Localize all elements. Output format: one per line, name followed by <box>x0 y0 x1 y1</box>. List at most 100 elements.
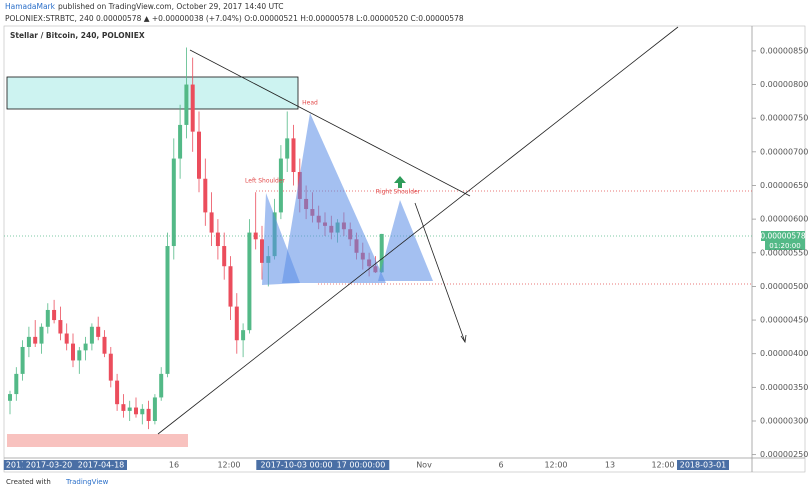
candle-body <box>8 394 12 401</box>
candle-body <box>285 138 290 159</box>
candle-body <box>64 333 69 344</box>
candle-body <box>228 266 233 307</box>
candle-body <box>58 320 63 334</box>
y-tick-label: 0.00000850 <box>760 46 808 55</box>
footer-brand[interactable]: TradingView <box>65 478 109 486</box>
symbol-line: POLONIEX:STRBTC, 240 0.00000578 ▲ +0.000… <box>5 14 464 23</box>
price-label: 0.00000578 <box>760 232 806 241</box>
x-tick-label: 2018-03-01 <box>680 461 727 470</box>
arrow-head <box>460 334 467 344</box>
candle-body <box>39 326 44 344</box>
candle-body <box>14 373 19 395</box>
x-tick-label: 12:00 <box>217 461 240 470</box>
candle-body <box>215 232 220 247</box>
y-tick-label: 0.00000650 <box>760 181 808 190</box>
arrow <box>414 202 466 343</box>
countdown: 01:20:00 <box>769 242 800 250</box>
annotation: Right Shoulder <box>376 189 421 196</box>
candle-body <box>108 353 113 381</box>
y-tick-label: 0.00000400 <box>760 349 808 358</box>
candle-body <box>379 233 384 273</box>
y-tick-label: 0.00000750 <box>760 114 808 123</box>
candle-body <box>152 397 157 421</box>
candle-body <box>209 212 214 233</box>
candle-body <box>159 373 164 398</box>
candle-body <box>89 326 94 344</box>
candle-body <box>190 84 195 132</box>
candle-body <box>234 306 239 341</box>
y-tick-label: 0.00000300 <box>760 416 808 425</box>
x-label-bg <box>3 460 29 470</box>
candle-body <box>52 309 57 321</box>
x-label-bg <box>75 460 127 470</box>
y-tick-label: 0.00000250 <box>760 450 808 459</box>
candle-body <box>134 407 138 415</box>
y-tick-label: 0.00000600 <box>760 215 808 224</box>
countdown-tag <box>765 241 805 250</box>
x-label-bg <box>332 460 390 470</box>
trend-line <box>189 49 471 197</box>
x-tick-label: Nov <box>416 461 432 470</box>
candle-body <box>45 309 50 327</box>
x-tick-label: 17 00:00:00 <box>337 461 386 470</box>
candle-body <box>26 336 31 347</box>
candle-body <box>253 232 258 240</box>
candle-body <box>96 326 101 337</box>
x-label-bg <box>677 460 729 470</box>
candle-body <box>102 336 107 354</box>
candle-body <box>127 407 132 411</box>
demand-zone <box>7 434 188 447</box>
candle-body <box>241 330 246 341</box>
candle-body <box>121 404 126 411</box>
chart-title: Stellar / Bitcoin, 240, POLONIEX <box>10 31 145 40</box>
y-tick-label: 0.00000500 <box>760 282 808 291</box>
supply-zone <box>6 76 299 110</box>
trend-line <box>157 26 679 435</box>
candle-body <box>140 408 145 415</box>
x-tick-label: 2017-10-03 00:00:00 <box>261 461 346 470</box>
x-tick-label: 16 <box>169 461 179 470</box>
publisher[interactable]: HamadaMark <box>5 2 56 11</box>
x-tick-label: 13 <box>605 461 615 470</box>
x-label-bg <box>23 460 75 470</box>
candle-body <box>178 124 183 159</box>
candle-body <box>165 246 170 374</box>
candle-body <box>197 131 201 179</box>
x-tick-label: 2017-03-20 <box>26 461 73 470</box>
price-tag <box>761 231 805 241</box>
candle-body <box>115 380 120 405</box>
candle-body <box>184 84 189 125</box>
candle-body <box>278 158 283 213</box>
x-tick-label: 2017-04-18 <box>78 461 125 470</box>
annotation: Left Shoulder <box>245 178 285 185</box>
candle-body <box>291 138 296 173</box>
candle-body <box>203 178 208 213</box>
candle-body <box>146 408 151 421</box>
candle-body <box>247 232 252 331</box>
footer: Created with <box>6 478 51 486</box>
x-tick-label: 12:00 <box>651 461 674 470</box>
candle-body <box>20 346 25 374</box>
candle-body <box>77 350 82 361</box>
header: HamadaMark published on TradingView.com, … <box>5 2 283 11</box>
annotation: Head <box>302 100 318 107</box>
up-arrow <box>394 176 406 188</box>
y-tick-label: 0.00000700 <box>760 147 808 156</box>
head <box>282 113 386 283</box>
x-label-bg <box>256 460 350 470</box>
y-tick-label: 0.00000800 <box>760 80 808 89</box>
candle-body <box>222 246 227 267</box>
y-tick-label: 0.00000550 <box>760 248 808 257</box>
candle-body <box>260 239 264 263</box>
y-tick-label: 0.00000350 <box>760 383 808 392</box>
x-tick-label: 2017 <box>6 461 26 470</box>
x-tick-label: 12:00 <box>544 461 567 470</box>
x-tick-label: 6 <box>498 461 503 470</box>
published: published on TradingView.com, October 29… <box>58 2 283 11</box>
candle-body <box>83 343 88 351</box>
y-tick-label: 0.00000450 <box>760 316 808 325</box>
candle-body <box>171 158 176 247</box>
candle-body <box>33 336 38 344</box>
candle-body <box>71 343 75 361</box>
